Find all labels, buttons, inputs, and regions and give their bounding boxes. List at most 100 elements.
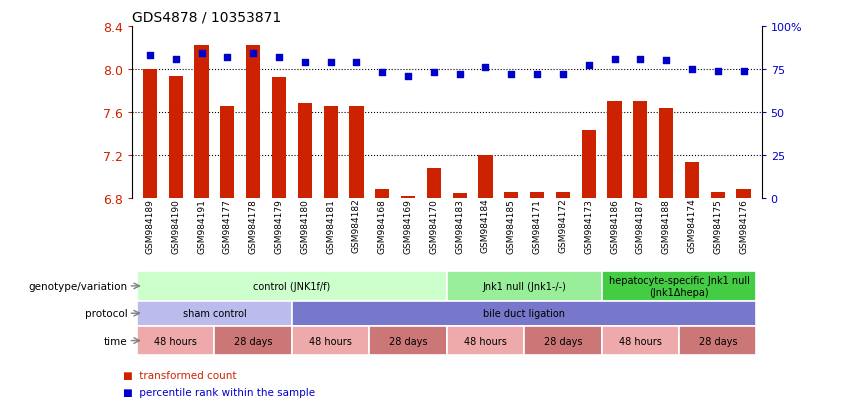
Bar bbox=[137, 271, 447, 301]
Bar bbox=[685, 163, 699, 198]
Bar bbox=[659, 108, 673, 198]
Text: GSM984189: GSM984189 bbox=[146, 198, 155, 253]
Bar bbox=[137, 326, 214, 356]
Text: GSM984179: GSM984179 bbox=[275, 198, 283, 253]
Text: GSM984176: GSM984176 bbox=[739, 198, 748, 253]
Bar bbox=[447, 271, 602, 301]
Text: hepatocyte-specific Jnk1 null
(Jnk1Δhepa): hepatocyte-specific Jnk1 null (Jnk1Δhepa… bbox=[608, 275, 750, 297]
Text: 48 hours: 48 hours bbox=[309, 336, 352, 346]
Bar bbox=[453, 194, 467, 198]
Bar bbox=[736, 190, 751, 198]
Bar bbox=[556, 193, 570, 198]
Bar bbox=[447, 326, 524, 356]
Bar bbox=[602, 271, 757, 301]
Bar bbox=[298, 104, 312, 198]
Bar bbox=[530, 193, 544, 198]
Text: GSM984181: GSM984181 bbox=[326, 198, 335, 253]
Text: GSM984190: GSM984190 bbox=[171, 198, 180, 253]
Bar bbox=[292, 301, 757, 326]
Point bbox=[402, 73, 415, 80]
Point bbox=[272, 55, 286, 61]
Point bbox=[478, 65, 492, 71]
Text: GSM984168: GSM984168 bbox=[378, 198, 386, 253]
Point bbox=[633, 56, 647, 63]
Text: GSM984183: GSM984183 bbox=[455, 198, 464, 253]
Text: 48 hours: 48 hours bbox=[464, 336, 507, 346]
Text: GSM984170: GSM984170 bbox=[430, 198, 438, 253]
Bar bbox=[323, 107, 338, 198]
Point bbox=[247, 51, 260, 57]
Text: GSM984172: GSM984172 bbox=[558, 198, 568, 253]
Bar bbox=[292, 326, 369, 356]
Point bbox=[453, 71, 466, 78]
Bar bbox=[602, 326, 679, 356]
Point bbox=[324, 59, 338, 66]
Point bbox=[608, 56, 621, 63]
Text: bile duct ligation: bile duct ligation bbox=[483, 309, 565, 318]
Text: GSM984174: GSM984174 bbox=[688, 198, 696, 253]
Text: GSM984175: GSM984175 bbox=[713, 198, 722, 253]
Text: GSM984180: GSM984180 bbox=[300, 198, 309, 253]
Text: genotype/variation: genotype/variation bbox=[29, 281, 128, 291]
Point bbox=[556, 71, 569, 78]
Point bbox=[737, 68, 751, 75]
Bar bbox=[168, 77, 183, 198]
Text: GDS4878 / 10353871: GDS4878 / 10353871 bbox=[132, 10, 281, 24]
Point bbox=[582, 63, 596, 69]
Text: ■  transformed count: ■ transformed count bbox=[123, 370, 237, 380]
Text: time: time bbox=[104, 336, 128, 346]
Bar bbox=[679, 326, 757, 356]
Point bbox=[505, 71, 518, 78]
Point bbox=[427, 70, 441, 76]
Bar bbox=[504, 193, 518, 198]
Text: 28 days: 28 days bbox=[389, 336, 427, 346]
Point bbox=[530, 71, 544, 78]
Bar bbox=[272, 78, 286, 198]
Text: GSM984185: GSM984185 bbox=[507, 198, 516, 253]
Text: GSM984182: GSM984182 bbox=[352, 198, 361, 253]
Point bbox=[711, 68, 724, 75]
Bar bbox=[195, 46, 208, 198]
Bar bbox=[214, 326, 292, 356]
Text: 28 days: 28 days bbox=[699, 336, 737, 346]
Text: GSM984178: GSM984178 bbox=[248, 198, 258, 253]
Text: GSM984184: GSM984184 bbox=[481, 198, 490, 253]
Text: GSM984187: GSM984187 bbox=[636, 198, 645, 253]
Bar bbox=[524, 326, 602, 356]
Text: 28 days: 28 days bbox=[544, 336, 582, 346]
Text: GSM984169: GSM984169 bbox=[403, 198, 413, 253]
Text: Jnk1 null (Jnk1-/-): Jnk1 null (Jnk1-/-) bbox=[483, 281, 566, 291]
Point bbox=[660, 58, 673, 64]
Text: GSM984191: GSM984191 bbox=[197, 198, 206, 253]
Point bbox=[169, 56, 183, 63]
Text: GSM984188: GSM984188 bbox=[661, 198, 671, 253]
Bar bbox=[143, 70, 157, 198]
Bar bbox=[478, 155, 493, 198]
Bar bbox=[426, 168, 441, 198]
Bar bbox=[137, 301, 292, 326]
Point bbox=[298, 59, 311, 66]
Bar bbox=[711, 193, 725, 198]
Bar bbox=[246, 46, 260, 198]
Point bbox=[685, 66, 699, 73]
Text: 48 hours: 48 hours bbox=[154, 336, 197, 346]
Point bbox=[350, 59, 363, 66]
Text: 48 hours: 48 hours bbox=[619, 336, 662, 346]
Text: control (JNK1f/f): control (JNK1f/f) bbox=[254, 281, 330, 291]
Point bbox=[143, 53, 157, 59]
Point bbox=[375, 70, 389, 76]
Bar bbox=[581, 131, 596, 198]
Text: ■  percentile rank within the sample: ■ percentile rank within the sample bbox=[123, 387, 316, 396]
Text: GSM984173: GSM984173 bbox=[585, 198, 593, 253]
Bar bbox=[375, 190, 390, 198]
Text: GSM984177: GSM984177 bbox=[223, 198, 232, 253]
Bar bbox=[608, 102, 621, 198]
Text: sham control: sham control bbox=[183, 309, 247, 318]
Bar bbox=[401, 196, 415, 198]
Point bbox=[195, 51, 208, 57]
Text: GSM984186: GSM984186 bbox=[610, 198, 619, 253]
Text: protocol: protocol bbox=[85, 309, 128, 318]
Bar bbox=[633, 102, 648, 198]
Text: GSM984171: GSM984171 bbox=[533, 198, 541, 253]
Bar bbox=[369, 326, 447, 356]
